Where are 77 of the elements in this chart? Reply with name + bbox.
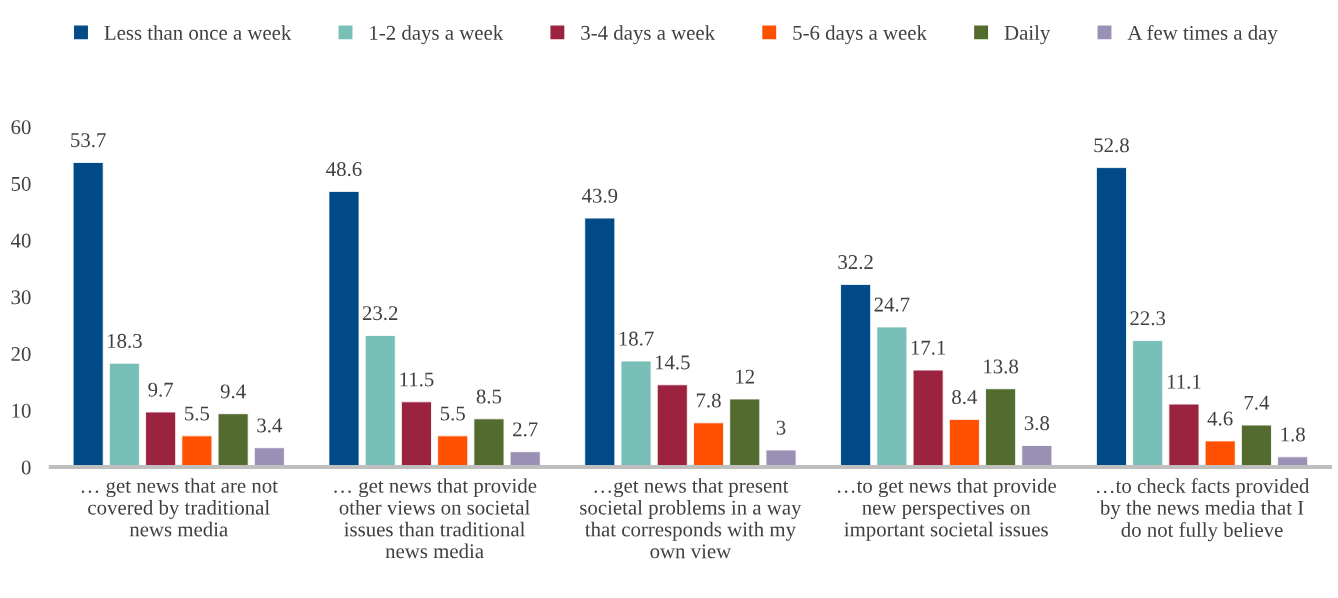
data-label: 12 — [736, 369, 755, 384]
bar — [1132, 340, 1164, 468]
y-tick-label: 20 — [11, 346, 31, 362]
data-label: 48.6 — [326, 162, 362, 177]
bar — [693, 422, 724, 468]
data-label: 24.7 — [874, 297, 910, 312]
bar — [108, 362, 140, 468]
legend-label: Daily — [1004, 25, 1051, 45]
data-label: 7.8 — [696, 393, 721, 408]
bar — [145, 411, 177, 468]
bar — [1240, 424, 1272, 468]
data-label: 8.5 — [476, 389, 502, 404]
data-label: 5.5 — [185, 406, 210, 421]
y-tick-label: 50 — [11, 176, 31, 191]
bar — [1095, 167, 1127, 468]
bar — [72, 162, 104, 468]
x-tick-label: …to get news that provide new perspectives on important societal issues — [837, 478, 1057, 541]
data-label: 22.3 — [1130, 311, 1166, 326]
data-label: 9.4 — [220, 384, 246, 399]
legend-label: Less than once a week — [104, 25, 292, 40]
bar — [401, 401, 432, 468]
bar — [1021, 445, 1053, 468]
x-tick-label: … get news that are not covered by traditional news media — [81, 478, 278, 537]
y-tick-label: 0 — [21, 460, 31, 475]
data-label: 7.4 — [1244, 395, 1270, 410]
data-label: 23.2 — [362, 306, 398, 321]
y-tick-label: 10 — [12, 403, 31, 418]
bar — [912, 369, 944, 468]
bar — [364, 335, 396, 468]
data-label: 5.5 — [440, 406, 465, 421]
legend-label: 1-2 days a week — [370, 25, 504, 45]
data-label: 43.9 — [581, 188, 618, 203]
data-label: 1.8 — [1281, 427, 1305, 442]
bar — [181, 435, 213, 468]
data-label: 3.4 — [257, 418, 283, 433]
bar — [876, 326, 908, 468]
x-tick-label: …to check facts provided by the news media that I do not fully believe — [1096, 478, 1310, 542]
bar — [1168, 403, 1200, 468]
bar — [948, 418, 980, 468]
bar — [729, 398, 761, 468]
data-label: 13.8 — [984, 359, 1019, 374]
legend-label: 3-4 days a week — [581, 25, 716, 45]
data-label: 52.8 — [1094, 138, 1129, 153]
bar — [328, 191, 360, 468]
data-label: 14.5 — [655, 355, 690, 370]
data-label: 18.7 — [619, 331, 654, 346]
data-label: 8.4 — [952, 390, 978, 405]
data-label: 4.6 — [1207, 411, 1233, 426]
bar — [840, 284, 872, 468]
bar — [509, 451, 541, 468]
y-tick-label: 40 — [10, 233, 31, 248]
data-label: 32.2 — [838, 255, 873, 270]
data-label: 17.1 — [911, 340, 946, 355]
bar — [765, 449, 797, 468]
y-tick-label: 60 — [11, 120, 31, 135]
data-label: 11.1 — [1167, 374, 1201, 389]
bar — [656, 384, 688, 468]
bar — [584, 217, 616, 468]
data-label: 18.3 — [108, 333, 142, 349]
legend-label: 5-6 days a week — [793, 25, 927, 45]
data-label: 9.7 — [148, 382, 174, 397]
y-tick-label: 30 — [11, 290, 31, 305]
bar — [217, 413, 249, 468]
bar — [1204, 440, 1236, 468]
x-tick-label: … get news that provide other views on societal issues than traditional news media — [334, 478, 537, 559]
data-label: 3.8 — [1024, 416, 1050, 431]
legend-label: A few times a day — [1127, 25, 1278, 45]
x-tick-label: …get news that present societal problems in a way that corresponds with my own view — [580, 478, 802, 559]
bar — [473, 418, 505, 468]
bar — [253, 447, 285, 468]
data-label: 3 — [776, 420, 786, 435]
bar — [985, 388, 1017, 468]
bar — [437, 435, 469, 468]
data-label: 53.7 — [71, 133, 106, 148]
data-label: 11.5 — [400, 372, 434, 387]
bar — [620, 360, 652, 468]
data-label: 2.7 — [513, 422, 538, 437]
